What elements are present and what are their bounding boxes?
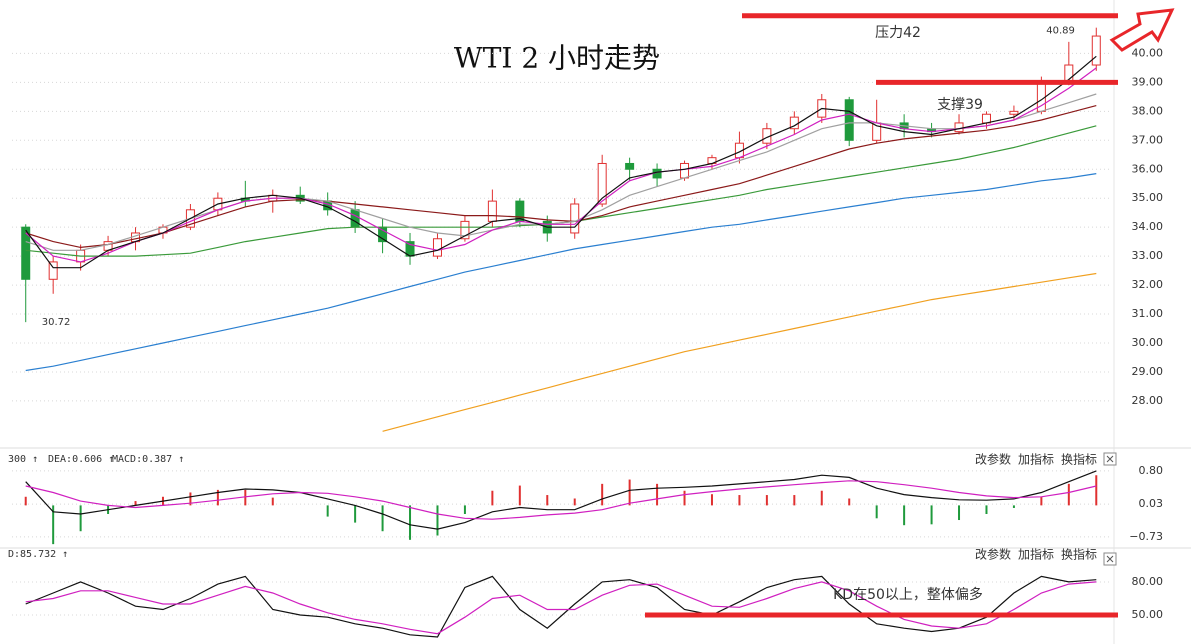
close-box[interactable] xyxy=(1103,452,1117,466)
candle-body xyxy=(21,226,31,280)
candle-body xyxy=(1009,110,1019,115)
candle-body xyxy=(954,122,964,133)
high-label: 40.89 xyxy=(1046,26,1075,37)
chart-title: WTI 2 小时走势 xyxy=(454,42,660,75)
candle-body xyxy=(570,203,580,234)
indicator-button[interactable]: 改参数 xyxy=(975,547,1011,562)
series-line xyxy=(25,55,1097,269)
y-tick-label: 31.00 xyxy=(1132,307,1164,320)
indicator-button[interactable]: 改参数 xyxy=(975,452,1011,467)
close-box[interactable] xyxy=(1103,552,1117,566)
y-tick-label: 80.00 xyxy=(1132,575,1164,588)
candle-body xyxy=(1091,35,1101,66)
series-line xyxy=(25,575,1097,638)
level-label: 支撑39 xyxy=(937,97,983,113)
y-tick-label: 50.00 xyxy=(1132,608,1164,621)
level-label: KD在50以上，整体偏多 xyxy=(833,586,983,603)
y-tick-label: 37.00 xyxy=(1132,133,1164,146)
series-line xyxy=(25,67,1097,263)
indicator-header: 300 ↑ xyxy=(8,454,38,465)
y-tick-label: 30.00 xyxy=(1132,336,1164,349)
candle-body xyxy=(981,113,991,124)
indicator-header: D:85.732 ↑ xyxy=(8,549,68,560)
candle-body xyxy=(350,209,360,228)
y-tick-label: 28.00 xyxy=(1132,394,1164,407)
y-tick-label: 0.80 xyxy=(1139,464,1164,477)
indicator-button[interactable]: 换指标 xyxy=(1061,547,1097,562)
candle-body xyxy=(597,162,607,205)
indicator-button[interactable]: 换指标 xyxy=(1061,452,1097,467)
series-line xyxy=(25,480,1097,520)
series-line xyxy=(25,581,1097,635)
candle-body xyxy=(432,238,442,257)
candle-body xyxy=(460,220,470,240)
series-line xyxy=(25,93,1097,251)
y-tick-label: 29.00 xyxy=(1132,365,1164,378)
indicator-header: DEA:0.606 ↑ xyxy=(48,454,114,465)
y-tick-label: 38.00 xyxy=(1132,104,1164,117)
indicator-button[interactable]: 加指标 xyxy=(1018,452,1054,467)
y-tick-label: 40.00 xyxy=(1132,46,1164,59)
candle-body xyxy=(48,261,58,280)
candle-body xyxy=(680,162,690,179)
y-tick-label: 33.00 xyxy=(1132,249,1164,262)
y-tick-label: 32.00 xyxy=(1132,278,1164,291)
series-line xyxy=(25,105,1097,249)
candle-body xyxy=(487,200,497,222)
low-label: 30.72 xyxy=(42,317,71,328)
series-line xyxy=(382,272,1097,432)
series-line xyxy=(25,470,1097,530)
y-tick-label: 36.00 xyxy=(1132,162,1164,175)
series-line xyxy=(25,173,1097,372)
candle-body xyxy=(625,162,635,170)
y-tick-label: 39.00 xyxy=(1132,75,1164,88)
y-tick-label: −0.73 xyxy=(1129,530,1163,543)
level-label: 压力42 xyxy=(875,25,921,41)
arrow-icon xyxy=(1109,8,1175,52)
y-tick-label: 35.00 xyxy=(1132,191,1164,204)
y-tick-label: 0.03 xyxy=(1139,497,1164,510)
candle-body xyxy=(844,99,854,141)
indicator-header: MACD:0.387 ↑ xyxy=(112,454,184,465)
indicator-button[interactable]: 加指标 xyxy=(1018,547,1054,562)
y-tick-label: 34.00 xyxy=(1132,220,1164,233)
